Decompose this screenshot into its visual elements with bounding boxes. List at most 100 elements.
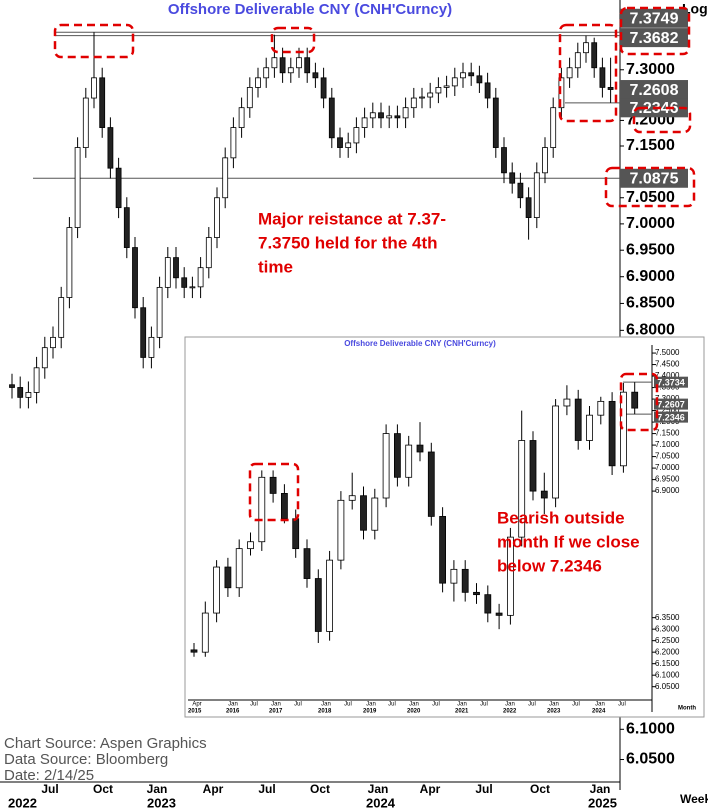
x-year-label: 2023 bbox=[147, 795, 176, 810]
x-year-label: 2022 bbox=[8, 795, 37, 810]
x-tick-label: Jul bbox=[258, 782, 275, 796]
x-tick-label: Jul bbox=[618, 702, 626, 708]
y-tick-label: 7.4000 bbox=[655, 371, 680, 380]
x-tick-label: Jan bbox=[228, 702, 238, 708]
candle-body bbox=[173, 257, 179, 279]
candle-body bbox=[525, 197, 532, 218]
y-tick-label: 6.3000 bbox=[655, 624, 680, 633]
candle-body bbox=[99, 77, 106, 128]
candle-body bbox=[529, 440, 537, 492]
candle-body bbox=[140, 307, 147, 358]
x-year-label: 2022 bbox=[503, 709, 517, 715]
annotation: month If we close bbox=[497, 532, 640, 551]
candle-body bbox=[214, 197, 220, 238]
x-tick-label: Oct bbox=[530, 782, 550, 796]
candle-body bbox=[369, 112, 376, 119]
candle-body bbox=[91, 77, 97, 99]
candle-body bbox=[495, 612, 503, 616]
y-tick-label: 7.3000 bbox=[626, 61, 675, 78]
y-tick-label: 6.2000 bbox=[655, 647, 680, 656]
y-tick-label: 6.0500 bbox=[626, 751, 675, 768]
x-tick-label: Jan bbox=[595, 702, 605, 708]
candle-body bbox=[597, 400, 605, 416]
candle-body bbox=[269, 476, 277, 494]
x-year-label: 2020 bbox=[407, 709, 421, 715]
candle-body bbox=[591, 42, 598, 69]
x-tick-label: Jan bbox=[409, 702, 419, 708]
annotation: Bearish outside bbox=[497, 508, 625, 527]
price-label-box bbox=[620, 80, 688, 100]
candle-body bbox=[292, 518, 300, 550]
x-year-label: 2015 bbox=[188, 709, 202, 715]
candle-body bbox=[107, 127, 114, 169]
candle-body bbox=[123, 207, 130, 248]
x-tick-label: Jul bbox=[432, 702, 440, 708]
highlight-box bbox=[53, 23, 135, 59]
x-tick-label: Jan bbox=[147, 782, 168, 796]
x-tick-label: Jul bbox=[41, 782, 58, 796]
candle-body bbox=[148, 336, 155, 358]
candle-body bbox=[574, 52, 581, 69]
candle-body bbox=[156, 286, 163, 338]
annotation: Major reistance at 7.37- bbox=[258, 209, 446, 228]
candle-body bbox=[41, 347, 48, 369]
annotation: 7.3750 held for the 4th bbox=[258, 233, 438, 252]
candle-body bbox=[382, 433, 390, 499]
candle-body bbox=[550, 107, 557, 148]
candle-body bbox=[50, 336, 56, 349]
candle-body bbox=[132, 247, 138, 309]
price-label: 7.2607 bbox=[657, 399, 685, 409]
x-tick-label: Jul bbox=[344, 702, 352, 708]
y-tick-label: 7.0500 bbox=[626, 189, 675, 206]
candle-body bbox=[484, 82, 491, 99]
x-tick-label: Apr bbox=[203, 782, 224, 796]
candle-body bbox=[607, 87, 614, 90]
x-tick-label: Apr bbox=[420, 782, 441, 796]
candle-body bbox=[345, 142, 352, 148]
candle-body bbox=[201, 612, 209, 653]
x-year-label: 2025 bbox=[588, 795, 617, 810]
y-tick-label: 6.9500 bbox=[626, 241, 675, 258]
candle-body bbox=[197, 267, 204, 288]
highlight-box bbox=[619, 372, 659, 432]
candle-body bbox=[468, 72, 475, 77]
y-tick-label: 7.0000 bbox=[626, 215, 675, 232]
candle-body bbox=[33, 367, 40, 393]
highlight-box bbox=[632, 106, 692, 134]
candle-body bbox=[74, 147, 81, 228]
x-tick-label: Jan bbox=[366, 702, 376, 708]
candle-body bbox=[246, 87, 253, 109]
x-year-label: 2023 bbox=[547, 709, 561, 715]
candle-body bbox=[303, 548, 311, 579]
x-tick-label: Oct bbox=[93, 782, 113, 796]
candle-body bbox=[328, 97, 335, 139]
candle-body bbox=[353, 127, 360, 144]
inset-title: Offshore Deliverable CNY (CNH'Curncy) bbox=[344, 339, 496, 348]
candle-body bbox=[337, 499, 345, 561]
price-label-box bbox=[654, 411, 688, 423]
candle-body bbox=[222, 157, 229, 199]
x-tick-label: Jul bbox=[480, 702, 488, 708]
x-year-label: 2024 bbox=[592, 709, 606, 715]
candle-body bbox=[224, 566, 232, 589]
y-tick-label: 7.1500 bbox=[626, 137, 675, 154]
candle-body bbox=[451, 77, 458, 87]
highlight-box bbox=[619, 6, 691, 56]
candle-body bbox=[386, 115, 393, 119]
candle-body bbox=[164, 257, 171, 288]
y-tick-label: 6.1000 bbox=[655, 670, 680, 679]
price-label: 7.2608 bbox=[630, 82, 679, 99]
candle-body bbox=[238, 107, 245, 128]
candle-body bbox=[314, 578, 322, 632]
y-tick-label: 7.0500 bbox=[655, 452, 680, 461]
candle-body bbox=[402, 107, 409, 119]
candle-body bbox=[189, 286, 196, 289]
x-tick-label: Jul bbox=[250, 702, 258, 708]
x-tick-label: Jul bbox=[294, 702, 302, 708]
candle-body bbox=[574, 398, 582, 441]
candle-body bbox=[608, 400, 616, 467]
price-label: 7.3682 bbox=[630, 30, 679, 47]
y-tick-label: 6.3500 bbox=[655, 613, 680, 622]
candle-body bbox=[450, 568, 458, 584]
candle-body bbox=[337, 137, 343, 148]
